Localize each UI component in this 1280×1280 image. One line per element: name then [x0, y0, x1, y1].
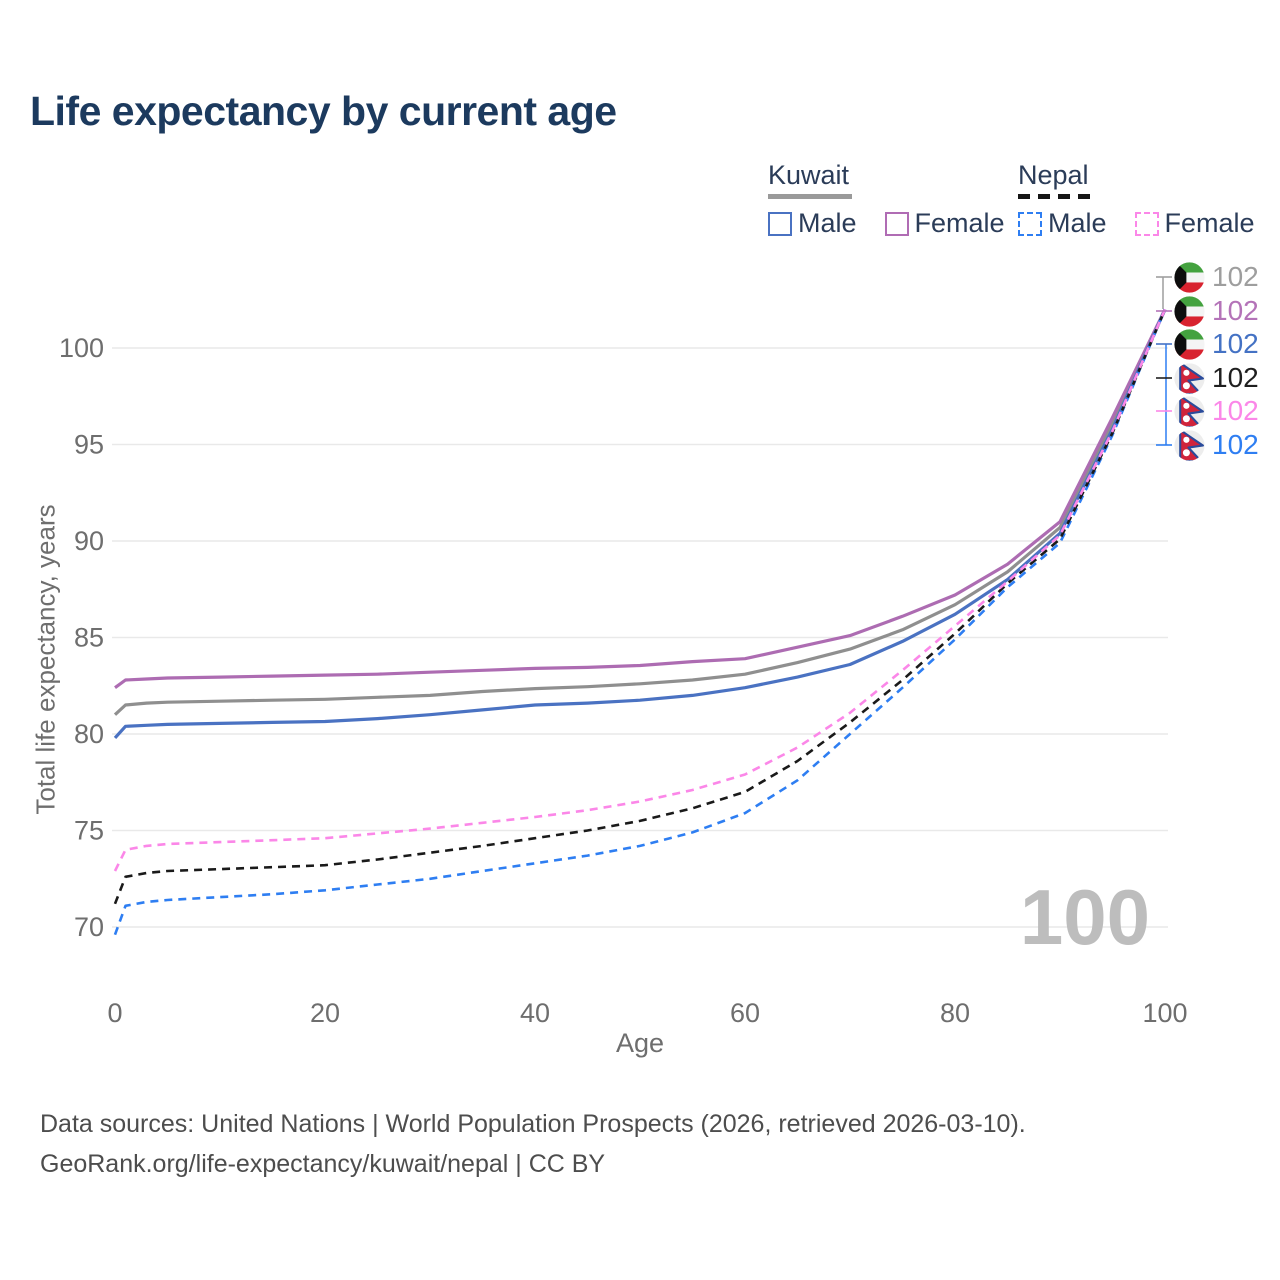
end-label-row-nepal-female[interactable]: 102	[1174, 395, 1259, 427]
nepal-male-swatch-icon	[1018, 211, 1042, 236]
footer: Data sources: United Nations | World Pop…	[40, 1104, 1026, 1184]
legend: Kuwait Male Female Nepal Male	[768, 160, 1258, 240]
y-tick-label: 70	[74, 912, 104, 942]
legend-group-nepal: Nepal Male Female	[1018, 160, 1255, 239]
kuwait-male-swatch-icon	[768, 211, 792, 236]
footer-data-sources: Data sources: United Nations | World Pop…	[40, 1110, 1026, 1138]
end-label-value: 102	[1212, 362, 1259, 393]
x-tick-label: 100	[1142, 998, 1187, 1028]
end-label-row-nepal-male[interactable]: 102	[1174, 429, 1259, 461]
end-label-value: 102	[1212, 295, 1259, 326]
y-tick-label: 75	[74, 816, 104, 846]
legend-label-nepal-male: Male	[1048, 208, 1107, 238]
nepal-female-swatch-icon	[1134, 211, 1159, 236]
end-label-row-kuwait-male[interactable]: 102	[1174, 328, 1259, 360]
kuwait-female-swatch-icon	[884, 211, 909, 236]
footer-attribution-link[interactable]: GeoRank.org/life-expectancy/kuwait/nepal…	[40, 1150, 606, 1178]
series-line-nepal-female[interactable]	[113, 308, 1167, 872]
kuwait-flag-icon	[1174, 295, 1205, 327]
nepal-flag-icon	[1174, 362, 1205, 394]
kuwait-flag-icon	[1174, 328, 1205, 360]
end-label-value: 102	[1212, 328, 1259, 359]
x-tick-label: 20	[310, 998, 340, 1028]
end-label-row-kuwait-female[interactable]: 102	[1174, 295, 1259, 327]
legend-linestyle-nepal-dashed	[1018, 194, 1094, 199]
legend-item-nepal-female[interactable]: Female	[1134, 208, 1255, 239]
legend-label-kuwait-male: Male	[798, 208, 857, 238]
series-line-kuwait-female[interactable]	[114, 308, 1167, 689]
legend-items-nepal: Male Female	[1018, 208, 1255, 239]
legend-linestyle-kuwait-solid	[768, 194, 852, 199]
series-line-kuwait-both[interactable]	[113, 308, 1167, 716]
x-tick-label: 0	[107, 998, 122, 1028]
y-tick-label: 80	[74, 719, 104, 749]
y-axis-title: Total life expectancy, years	[30, 504, 61, 815]
legend-label-nepal-female: Female	[1164, 208, 1255, 238]
legend-country-kuwait[interactable]: Kuwait	[768, 160, 850, 190]
age-indicator-watermark: 100	[1019, 873, 1150, 961]
end-label-row-kuwait-both[interactable]: 102	[1174, 261, 1259, 293]
y-tick-label: 95	[74, 430, 104, 460]
legend-group-kuwait: Kuwait Male Female	[768, 160, 1005, 239]
end-label-value: 102	[1212, 395, 1259, 426]
legend-country-nepal[interactable]: Nepal	[1018, 160, 1089, 190]
series-line-kuwait-male[interactable]	[113, 308, 1167, 739]
legend-label-kuwait-female: Female	[914, 208, 1005, 238]
legend-item-kuwait-female[interactable]: Female	[884, 208, 1005, 239]
x-axis-title: Age	[615, 1028, 665, 1058]
legend-item-nepal-male[interactable]: Male	[1018, 208, 1107, 239]
series-line-nepal-male[interactable]	[113, 308, 1167, 936]
y-tick-label: 90	[74, 526, 104, 556]
legend-items-kuwait: Male Female	[768, 208, 1005, 239]
kuwait-flag-icon	[1174, 261, 1205, 293]
nepal-flag-icon	[1174, 395, 1205, 427]
end-label-value: 102	[1212, 429, 1259, 460]
series-line-nepal-both[interactable]	[113, 308, 1167, 905]
y-tick-label: 100	[59, 333, 104, 363]
end-label-row-nepal-both[interactable]: 102	[1174, 362, 1259, 394]
y-tick-label: 85	[74, 623, 104, 653]
nepal-flag-icon	[1174, 429, 1205, 461]
x-tick-label: 40	[520, 998, 550, 1028]
x-tick-label: 60	[730, 998, 760, 1028]
end-label-value: 102	[1212, 261, 1259, 292]
x-tick-label: 80	[940, 998, 970, 1028]
page-title: Life expectancy by current age	[30, 88, 617, 134]
legend-item-kuwait-male[interactable]: Male	[768, 208, 857, 239]
